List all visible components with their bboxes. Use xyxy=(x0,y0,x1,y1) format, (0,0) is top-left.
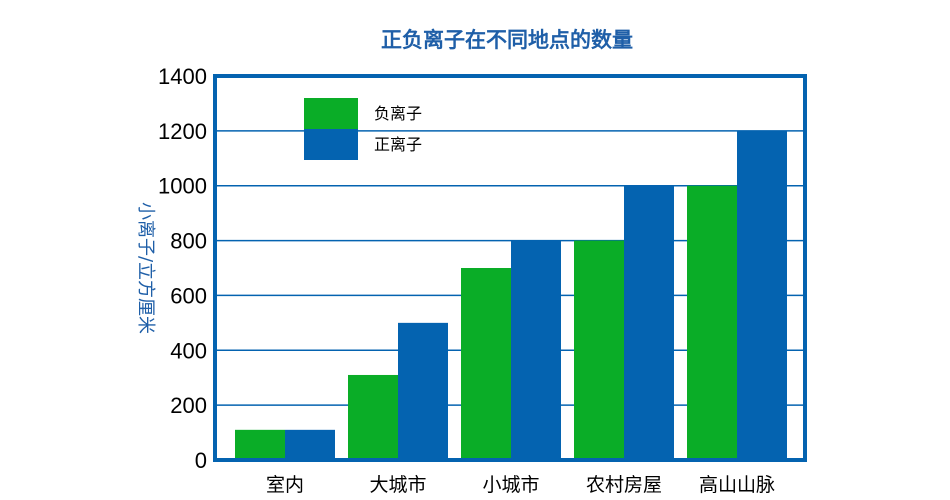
legend-label: 正离子 xyxy=(374,135,422,154)
y-tick-label: 200 xyxy=(170,393,207,418)
y-tick-label: 1000 xyxy=(158,174,207,199)
y-tick-label: 0 xyxy=(195,448,207,473)
bar-positive-ion xyxy=(398,322,448,460)
bar-positive-ion xyxy=(624,185,674,460)
y-tick-label: 1200 xyxy=(158,119,207,144)
x-axis-ticks: 室内 大城市 小城市 农村房屋 高山山脉 xyxy=(266,474,775,496)
legend-label: 负离子 xyxy=(374,104,422,123)
bar-positive-ion xyxy=(511,240,561,460)
y-tick-label: 1400 xyxy=(158,64,207,89)
bar-negative-ion xyxy=(348,374,398,460)
bar-negative-ion xyxy=(574,240,624,460)
x-tick-label: 小城市 xyxy=(482,474,539,496)
legend-swatch xyxy=(304,129,358,160)
bar-negative-ion xyxy=(687,185,737,460)
y-axis-label: 小离子/立方厘米 xyxy=(135,202,156,334)
x-tick-label: 室内 xyxy=(266,474,304,496)
x-tick-label: 大城市 xyxy=(369,474,426,496)
legend-swatch xyxy=(304,98,358,129)
y-axis-ticks: 0 200 400 600 800 1000 1200 1400 xyxy=(158,64,207,473)
x-tick-label: 高山山脉 xyxy=(699,474,775,496)
x-tick-label: 农村房屋 xyxy=(586,474,662,496)
chart-title: 正负离子在不同地点的数量 xyxy=(381,28,633,52)
bar-positive-ion xyxy=(737,130,787,460)
y-tick-label: 400 xyxy=(170,338,207,363)
bar-negative-ion xyxy=(461,268,511,460)
y-tick-label: 600 xyxy=(170,283,207,308)
bar-positive-ion xyxy=(285,429,335,460)
y-tick-label: 800 xyxy=(170,229,207,254)
bar-negative-ion xyxy=(235,429,285,460)
bars xyxy=(235,130,787,460)
plot-frame xyxy=(213,74,807,462)
